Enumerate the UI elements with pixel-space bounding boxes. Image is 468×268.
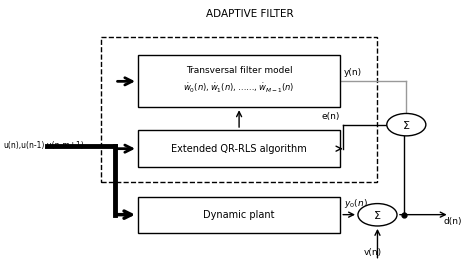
- Text: e(n): e(n): [322, 112, 340, 121]
- Circle shape: [358, 204, 397, 226]
- Text: $\Sigma$: $\Sigma$: [402, 119, 410, 131]
- Text: ADAPTIVE FILTER: ADAPTIVE FILTER: [206, 9, 293, 19]
- FancyBboxPatch shape: [138, 197, 340, 233]
- Circle shape: [387, 113, 426, 136]
- Text: Extended QR-RLS algorithm: Extended QR-RLS algorithm: [171, 144, 307, 154]
- Text: $\dot{w}_0(n), \dot{w}_1(n),\ldots\ldots ,\dot{w}_{M-1}(n)$: $\dot{w}_0(n), \dot{w}_1(n),\ldots\ldots…: [183, 81, 295, 95]
- Text: y(n): y(n): [344, 68, 362, 77]
- FancyBboxPatch shape: [138, 55, 340, 107]
- Text: d(n): d(n): [444, 217, 462, 226]
- Text: u(n),u(n-1),u(n-m+1): u(n),u(n-1),u(n-m+1): [3, 142, 84, 151]
- FancyBboxPatch shape: [138, 130, 340, 167]
- Text: Transversal filter model: Transversal filter model: [186, 65, 292, 75]
- Text: Dynamic plant: Dynamic plant: [203, 210, 275, 220]
- Text: $\Sigma$: $\Sigma$: [373, 209, 381, 221]
- Text: $y_0(n)$: $y_0(n)$: [344, 197, 368, 210]
- Text: v(n): v(n): [364, 248, 382, 257]
